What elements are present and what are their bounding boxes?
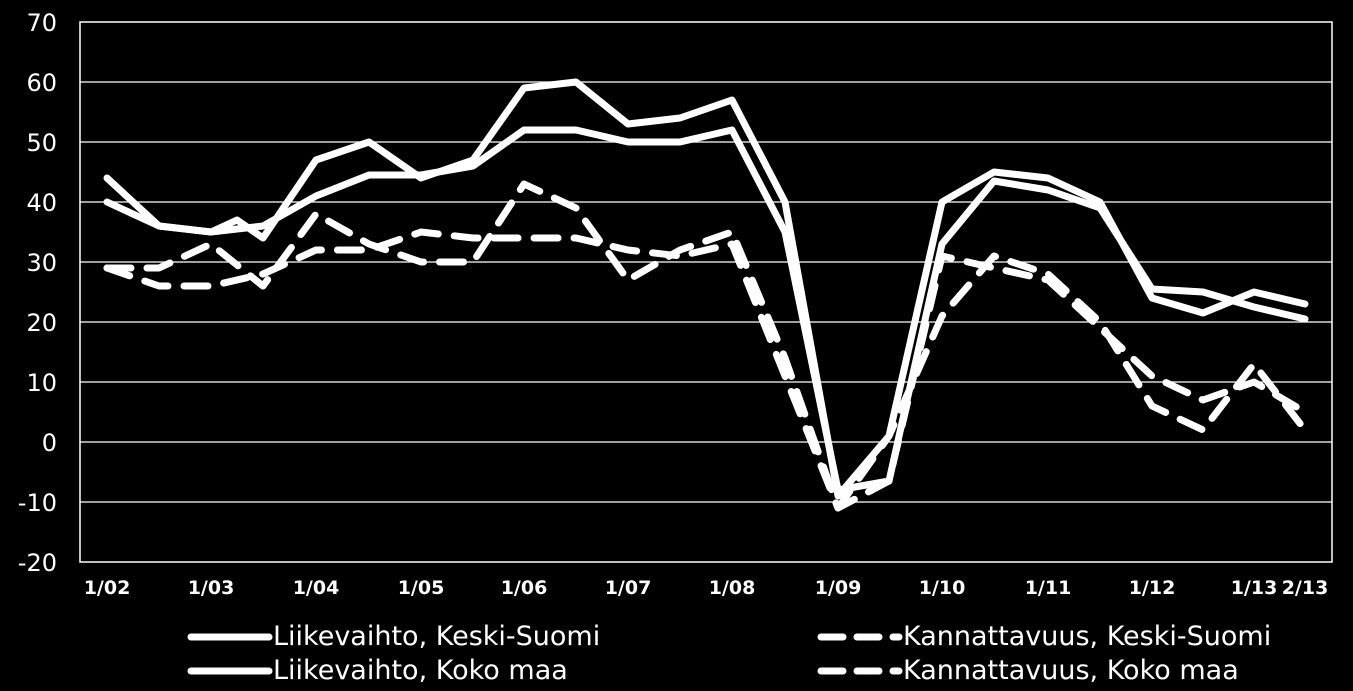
plot-area <box>79 21 1333 563</box>
y-tick-label: 0 <box>42 429 57 457</box>
y-tick-label: -20 <box>18 549 57 577</box>
legend-solid-line-icon <box>187 667 273 675</box>
series-line-2 <box>103 180 1309 512</box>
x-axis: 1/02 1/03 1/04 1/05 1/06 1/07 1/08 1/09 1/10 1/11… <box>84 577 1329 599</box>
legend: Liikevaihto, Keski-Suomi Kannattavuus, K… <box>185 620 1271 691</box>
x-tick-label: 1/08 <box>709 577 756 599</box>
x-tick-label: 1/07 <box>605 577 652 599</box>
x-tick-label: 1/04 <box>293 577 340 599</box>
x-tick-label: 1/06 <box>501 577 548 599</box>
x-tick-label: 1/05 <box>398 577 445 599</box>
x-tick-label: 1/11 <box>1025 577 1072 599</box>
series-line-1 <box>103 78 1309 500</box>
gridlines <box>80 81 1332 503</box>
legend-item-liikevaihto-keski-suomi: Liikevaihto, Keski-Suomi <box>185 622 600 652</box>
x-tick-label: 1/10 <box>919 577 966 599</box>
y-tick-label: 50 <box>26 129 57 157</box>
y-tick-label: 40 <box>26 189 57 217</box>
y-tick-label: 70 <box>26 9 57 37</box>
series-line-4 <box>103 228 1309 512</box>
plot-border <box>79 21 1333 563</box>
legend-item-kannattavuus-koko-maa: Kannattavuus, Koko maa <box>815 656 1239 686</box>
legend-label: Liikevaihto, Keski-Suomi <box>273 621 601 652</box>
legend-dashed-line-icon <box>817 633 903 641</box>
legend-item-kannattavuus-keski-suomi: Kannattavuus, Keski-Suomi <box>815 622 1271 652</box>
legend-dashed-line-icon <box>817 667 903 675</box>
legend-label: Kannattavuus, Keski-Suomi <box>903 621 1272 652</box>
x-tick-label: 1/13 <box>1231 577 1278 599</box>
series-lines <box>103 78 1309 512</box>
legend-solid-line-icon <box>187 633 273 641</box>
y-tick-label: -10 <box>18 489 57 517</box>
x-tick-label: 1/12 <box>1129 577 1176 599</box>
legend-item-liikevaihto-koko-maa: Liikevaihto, Koko maa <box>185 656 568 686</box>
y-tick-label: 10 <box>26 369 57 397</box>
y-tick-label: 30 <box>26 249 57 277</box>
x-tick-label: 1/09 <box>815 577 862 599</box>
y-tick-label: 60 <box>26 69 57 97</box>
x-tick-label: 1/03 <box>188 577 235 599</box>
legend-label: Kannattavuus, Koko maa <box>903 655 1239 686</box>
series-line-3 <box>103 126 1309 494</box>
y-tick-label: 20 <box>26 309 57 337</box>
x-tick-label: 1/02 <box>84 577 131 599</box>
y-axis: 70 60 50 40 30 20 10 0 -10 -20 <box>18 9 57 577</box>
x-tick-label: 2/13 <box>1282 577 1329 599</box>
legend-label: Liikevaihto, Koko maa <box>273 655 568 686</box>
